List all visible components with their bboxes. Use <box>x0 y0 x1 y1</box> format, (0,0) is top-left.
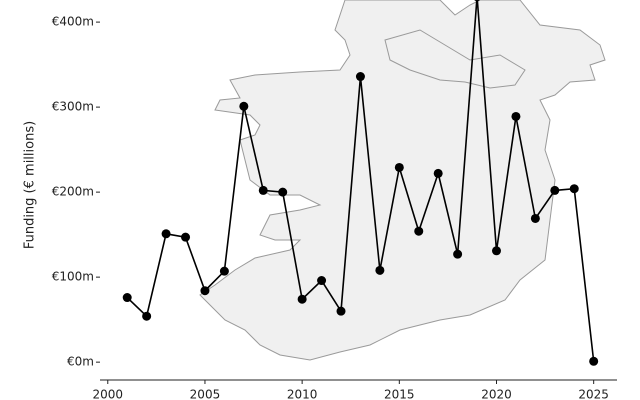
data-point <box>511 111 521 121</box>
data-point <box>161 229 171 239</box>
y-tick-label: €100m <box>52 270 94 284</box>
data-point <box>530 213 540 223</box>
x-tick-label: 2020 <box>481 388 512 400</box>
data-point <box>589 356 599 366</box>
x-tick-label: 2000 <box>93 388 124 400</box>
data-point <box>258 185 268 195</box>
x-tick-label: 2025 <box>578 388 609 400</box>
data-point <box>550 185 560 195</box>
data-point <box>336 306 346 316</box>
data-point <box>181 232 191 242</box>
y-tick-label: €400m <box>52 15 94 29</box>
data-point <box>297 294 307 304</box>
lough <box>384 29 526 89</box>
data-point <box>219 266 229 276</box>
data-point <box>317 276 327 286</box>
data-point <box>375 265 385 275</box>
data-point <box>491 246 501 256</box>
data-point <box>394 162 404 172</box>
x-tick-label: 2010 <box>287 388 318 400</box>
data-point <box>200 286 210 296</box>
y-tick-label: €200m <box>52 185 94 199</box>
data-point <box>433 168 443 178</box>
x-tick-label: 2005 <box>190 388 221 400</box>
data-point <box>355 72 365 82</box>
data-point <box>122 293 132 303</box>
x-tick-label: 2015 <box>384 388 415 400</box>
data-point <box>278 187 288 197</box>
y-axis-label: Funding (€ millions) <box>23 121 38 249</box>
data-point <box>239 101 249 111</box>
data-point <box>414 226 424 236</box>
y-tick-label: €300m <box>52 100 94 114</box>
y-tick-label: €0m <box>67 355 94 369</box>
data-point <box>569 184 579 194</box>
data-point <box>142 311 152 321</box>
data-point <box>453 249 463 259</box>
data-point <box>474 0 481 2</box>
